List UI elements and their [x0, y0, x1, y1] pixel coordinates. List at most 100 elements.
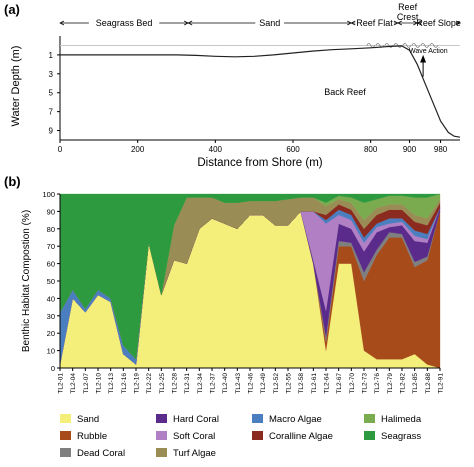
- x-tick-label: TL2-13: [108, 373, 115, 394]
- legend-label: Macro Algae: [269, 414, 322, 425]
- legend-item: Halimeda: [364, 414, 422, 425]
- x-tick-label: TL2-46: [248, 373, 255, 394]
- depth-profile-plot: [59, 36, 461, 141]
- zone-arrowhead: [350, 20, 356, 26]
- wave-mark: [420, 43, 430, 48]
- zone: Seagrass Bed: [59, 18, 189, 28]
- x-tick-label: TL2-34: [197, 373, 204, 394]
- back-reef-label: Back Reef: [324, 87, 366, 97]
- x-tick-label: TL2-79: [387, 373, 394, 394]
- zone-label-line: Reef: [398, 2, 418, 12]
- stacked-area-plot: [59, 193, 441, 369]
- x-tick-label: 900: [403, 145, 417, 154]
- x-tick-label: TL2-61: [311, 373, 318, 394]
- legend-item: Dead Coral: [60, 448, 125, 459]
- legend-label: Hard Coral: [173, 414, 219, 425]
- x-tick-label: TL2-70: [349, 373, 356, 394]
- zone-label: Seagrass Bed: [96, 18, 153, 28]
- legend-swatch: [252, 414, 263, 423]
- wave-action-label: Wave Action: [409, 48, 448, 55]
- y-tick-label: 70: [47, 242, 55, 251]
- x-tick-label: TL2-04: [70, 373, 77, 394]
- x-tick-label: TL2-19: [134, 373, 141, 394]
- x-tick-label: TL2-40: [222, 373, 229, 394]
- legend-swatch: [364, 414, 375, 423]
- y-axis: 0 10 20 30 40 50 60 70 80 90 100: [42, 190, 60, 373]
- x-axis: 0 200 400 600 800 900 980: [58, 140, 448, 154]
- x-tick-label: TL2-43: [235, 373, 242, 394]
- legend: Sand Hard Coral Macro Algae Halimeda Rubble S…: [60, 414, 422, 459]
- y-tick-label: 10: [47, 347, 55, 356]
- x-tick-label: TL2-37: [210, 373, 217, 394]
- legend-swatch: [60, 414, 71, 423]
- y-axis-label: Benthic Habitat Compostion (%): [21, 210, 32, 352]
- panel-b-label: (b): [4, 174, 21, 189]
- legend-item: Soft Coral: [156, 431, 215, 442]
- wave-mark: [402, 43, 412, 48]
- zone-arrowhead: [59, 20, 65, 26]
- x-tick-label: TL2-31: [184, 373, 191, 394]
- legend-label: Seagrass: [381, 431, 421, 442]
- x-tick-label: TL2-52: [273, 373, 280, 394]
- zone: Reef Slope: [416, 18, 461, 28]
- wave-mark: [393, 43, 403, 48]
- y-axis: 1 3 5 7 9: [49, 51, 60, 136]
- zone-label: Reef Crest: [397, 2, 419, 22]
- x-tick-label: TL2-85: [412, 373, 419, 394]
- y-tick-label: 60: [47, 260, 55, 269]
- legend-label: Turf Algae: [173, 448, 216, 459]
- zone-label: Sand: [259, 18, 280, 28]
- zone-label: Reef Flat: [356, 18, 393, 28]
- x-tick-label: 800: [364, 145, 378, 154]
- x-tick-label: TL2-25: [159, 373, 166, 394]
- zone-arrowhead: [416, 20, 422, 26]
- wave-mark: [384, 43, 394, 48]
- legend-item: Rubble: [60, 431, 107, 442]
- y-tick-label: 90: [47, 207, 55, 216]
- x-axis: TL2-01 TL2-04 TL2-07 TL2-10 TL2-13 TL2-16 TL2-…: [58, 368, 445, 394]
- legend-label: Halimeda: [381, 414, 422, 425]
- x-tick-label: TL2-07: [83, 373, 90, 394]
- x-tick-label: TL2-22: [146, 373, 153, 394]
- legend-label: Sand: [77, 414, 99, 425]
- y-tick-label: 7: [49, 108, 54, 117]
- x-tick-label: TL2-16: [121, 373, 128, 394]
- x-tick-label: 200: [131, 145, 145, 154]
- x-axis-label: Distance from Shore (m): [197, 157, 322, 169]
- x-tick-label: TL2-73: [362, 373, 369, 394]
- zone-arrowhead: [455, 20, 461, 26]
- legend-swatch: [60, 448, 71, 457]
- legend-swatch: [364, 431, 375, 440]
- legend-swatch: [60, 431, 71, 440]
- x-tick-label: TL2-64: [324, 373, 331, 394]
- legend-swatch: [156, 431, 167, 440]
- legend-label: Dead Coral: [77, 448, 125, 459]
- y-tick-label: 30: [47, 312, 55, 321]
- legend-item: Hard Coral: [156, 414, 219, 425]
- x-tick-label: TL2-76: [374, 373, 381, 394]
- legend-item: Turf Algae: [156, 448, 216, 459]
- x-tick-label: TL2-82: [400, 373, 407, 394]
- x-tick-label: TL2-58: [298, 373, 305, 394]
- legend-item: Macro Algae: [252, 414, 322, 425]
- x-tick-label: TL2-88: [425, 373, 432, 394]
- depth-series-line: [60, 45, 461, 138]
- y-tick-label: 100: [42, 190, 55, 199]
- x-tick-label: TL2-67: [336, 373, 343, 394]
- x-tick-label: TL2-55: [286, 373, 293, 394]
- legend-label: Rubble: [77, 431, 107, 442]
- legend-swatch: [156, 448, 167, 457]
- zone-label-line: Crest: [397, 12, 419, 22]
- legend-label: Coralline Algae: [269, 431, 333, 442]
- y-tick-label: 5: [49, 89, 54, 98]
- x-tick-label: TL2-91: [438, 373, 445, 394]
- zone-arrowhead: [397, 20, 403, 26]
- legend-label: Soft Coral: [173, 431, 215, 442]
- x-tick-label: TL2-49: [260, 373, 267, 394]
- y-tick-label: 80: [47, 225, 55, 234]
- y-axis-label: Water Depth (m): [10, 46, 22, 127]
- x-tick-label: TL2-28: [172, 373, 179, 394]
- panel-a: (a) Seagrass Bed Sand Reef Flat Reef CrestRe…: [4, 2, 461, 169]
